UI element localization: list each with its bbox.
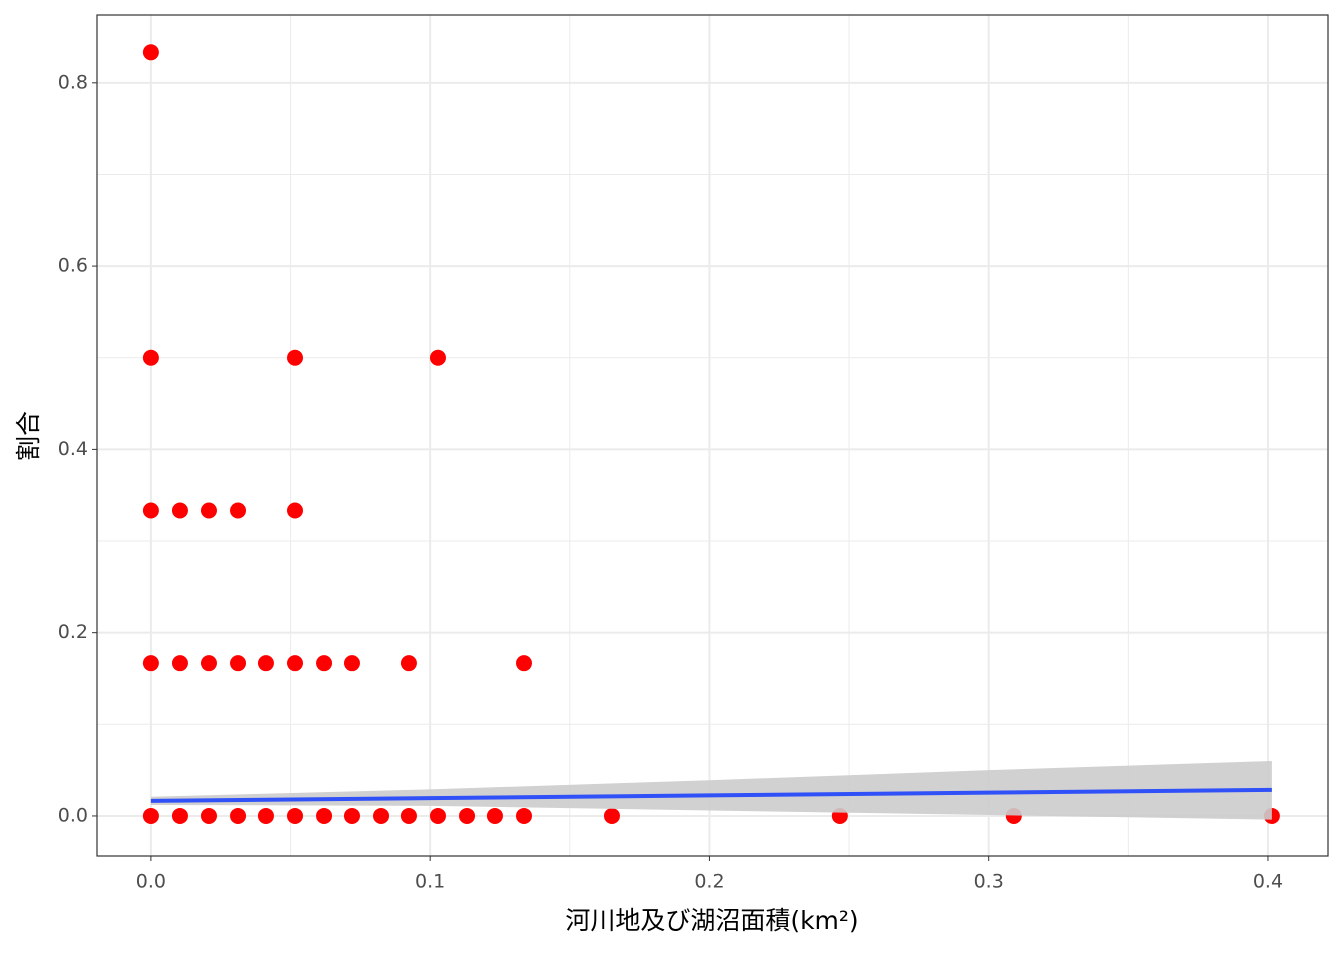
point [142,349,159,366]
point [459,807,476,824]
point [343,655,360,672]
point [142,807,159,824]
y-tick-label: 0.6 [58,255,88,277]
point [142,502,159,519]
point [171,807,188,824]
point [286,655,303,672]
panel-border [96,14,1329,857]
x-tick-label: 0.1 [415,871,445,893]
confidence-band [150,760,1272,820]
point [316,807,333,824]
point [171,502,188,519]
x-tick-label: 0.0 [136,871,166,893]
point [257,655,274,672]
point [429,349,446,366]
point [400,807,417,824]
point [286,349,303,366]
y-axis-title: 割合 [14,411,43,461]
point [373,807,390,824]
point [603,807,620,824]
point [200,655,217,672]
point [200,807,217,824]
x-axis-title: 河川地及び湖沼面積(km²) [565,906,858,935]
x-tick-label: 0.4 [1253,871,1283,893]
point [286,502,303,519]
point [400,655,417,672]
point [200,502,217,519]
point [515,807,532,824]
y-tick-label: 0.4 [58,438,88,460]
point [142,44,159,61]
point [230,655,247,672]
point [230,502,247,519]
point [429,807,446,824]
x-tick-label: 0.2 [694,871,724,893]
point [316,655,333,672]
y-tick-label: 0.2 [58,621,88,643]
point [286,807,303,824]
point [142,655,159,672]
point [515,655,532,672]
point [486,807,503,824]
point [230,807,247,824]
y-tick-label: 0.8 [58,71,88,93]
point [343,807,360,824]
point [257,807,274,824]
x-tick-label: 0.3 [974,871,1004,893]
fit-line [150,787,1272,803]
y-tick-label: 0.0 [58,804,88,826]
point [171,655,188,672]
